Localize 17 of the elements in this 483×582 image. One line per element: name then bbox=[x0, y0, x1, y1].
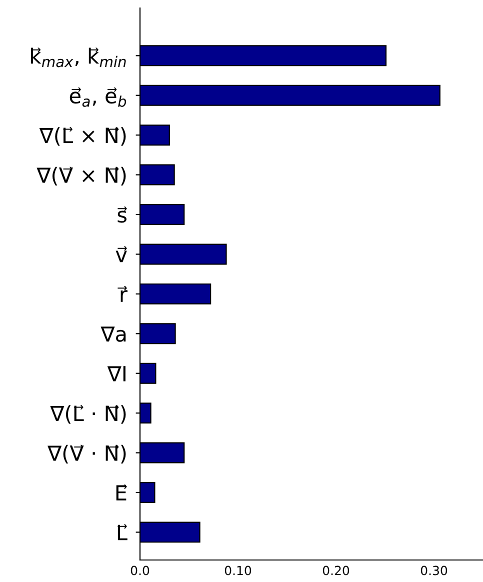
y-tick-label: e⃗$_{a}$, e⃗$_{b}$ bbox=[70, 87, 126, 107]
y-tick-label: ∇(L⃗ · N⃗) bbox=[50, 405, 126, 424]
y-tick-label: s⃗ bbox=[118, 206, 127, 223]
x-tick-label: 0.10 bbox=[224, 566, 252, 576]
y-tick-label: ∇I bbox=[107, 366, 126, 382]
x-tick-label: 0.0 bbox=[130, 566, 150, 576]
y-tick-label: k⃗$_{max}$, k⃗$_{min}$ bbox=[31, 48, 126, 68]
x-tick-label: 0.30 bbox=[420, 566, 448, 576]
y-tick-label: ∇(V⃗ · N⃗) bbox=[48, 444, 126, 464]
y-tick-label: r⃗ bbox=[118, 286, 128, 302]
y-tick-label: ∇(L⃗ × N⃗) bbox=[39, 127, 126, 146]
y-tick-label: E⃗ bbox=[116, 484, 127, 500]
y-tick-label: ∇a bbox=[100, 326, 126, 342]
x-tick-label: 0.20 bbox=[322, 566, 350, 576]
y-tick-label: v⃗ bbox=[116, 246, 127, 262]
y-tick-label: ∇(V⃗ × N⃗) bbox=[36, 166, 126, 186]
y-tick-label: L⃗ bbox=[118, 524, 128, 540]
